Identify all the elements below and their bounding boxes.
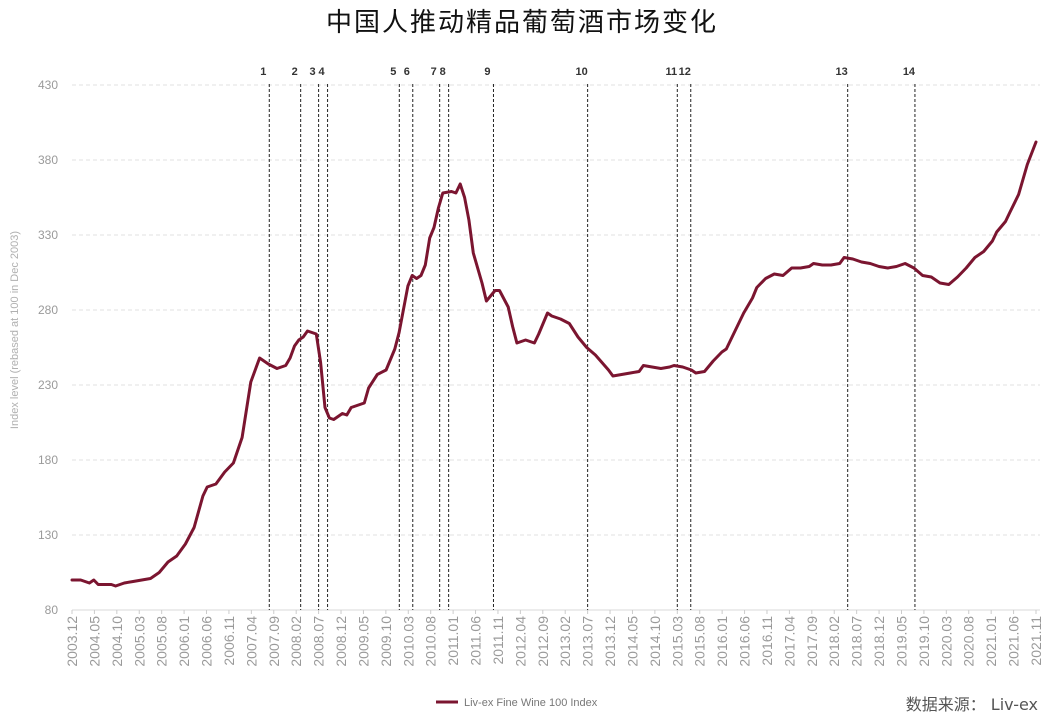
x-tick-label: 2020.08 bbox=[961, 616, 977, 667]
x-tick-label: 2014.05 bbox=[624, 616, 640, 667]
legend-label: Liv-ex Fine Wine 100 Index bbox=[464, 697, 598, 709]
event-label: 5 bbox=[390, 66, 396, 78]
x-tick-label: 2016.06 bbox=[737, 616, 753, 667]
event-label: 1 bbox=[260, 66, 266, 78]
x-tick-label: 2018.12 bbox=[871, 616, 887, 667]
x-tick-label: 2012.09 bbox=[535, 616, 551, 667]
x-tick-label: 2006.11 bbox=[221, 616, 237, 666]
x-tick-label: 2006.06 bbox=[199, 616, 215, 667]
x-tick-label: 2007.04 bbox=[243, 616, 259, 667]
x-tick-label: 2009.05 bbox=[355, 616, 371, 667]
x-tick-label: 2010.03 bbox=[400, 616, 416, 667]
series-layer bbox=[70, 140, 1038, 588]
x-tick-label: 2020.03 bbox=[938, 616, 954, 667]
event-label: 9 bbox=[484, 66, 490, 78]
event-label: 7 bbox=[431, 66, 437, 78]
axis-layer: 80 130 180 230 280 330 380 430 2003.12 2004.05 200… bbox=[38, 78, 1044, 667]
x-tick-label: 2017.04 bbox=[781, 616, 797, 667]
x-tick-label: 2018.02 bbox=[826, 616, 842, 667]
grid-layer bbox=[72, 84, 1040, 536]
y-tick-label: 180 bbox=[38, 453, 58, 467]
x-tick-label: 2015.03 bbox=[669, 616, 685, 667]
x-tick-label: 2011.11 bbox=[490, 616, 506, 665]
y-tick-label: 280 bbox=[38, 303, 58, 317]
event-label: 14 bbox=[903, 66, 916, 78]
x-tick-label: 2019.05 bbox=[893, 616, 909, 667]
x-tick-label: 2018.07 bbox=[849, 616, 865, 667]
source-note: 数据来源： Liv-ex bbox=[905, 695, 1038, 714]
x-tick-label: 2006.01 bbox=[176, 616, 192, 667]
x-tick-label: 2005.08 bbox=[154, 616, 170, 667]
x-tick-label: 2005.03 bbox=[131, 616, 147, 667]
y-tick-label: 230 bbox=[38, 378, 58, 392]
event-label: 3 bbox=[310, 66, 316, 78]
x-tick-label: 2013.12 bbox=[602, 616, 618, 667]
x-tick-label: 2011.01 bbox=[445, 616, 461, 666]
x-tick-label: 2014.10 bbox=[647, 616, 663, 667]
chart-title: 中国人推动精品葡萄酒市场变化 bbox=[325, 8, 718, 38]
y-axis-label: Index level (rebased at 100 in Dec 2003) bbox=[9, 231, 21, 429]
x-tick-label: 2008.12 bbox=[333, 616, 349, 667]
event-label: 2 bbox=[292, 66, 298, 78]
event-label: 11 bbox=[665, 66, 677, 78]
series-line-livex-fine-wine-100 bbox=[70, 140, 1038, 588]
event-label: 4 bbox=[319, 66, 326, 78]
x-tick-label: 2016.11 bbox=[759, 616, 775, 666]
x-tick-label: 2015.08 bbox=[692, 616, 708, 667]
x-tick-label: 2003.12 bbox=[64, 616, 80, 667]
event-layer: 1 2 3 4 5 6 7 8 9 10 11 12 13 14 bbox=[260, 66, 916, 610]
event-label: 8 bbox=[440, 66, 446, 78]
x-tick-label: 2013.02 bbox=[557, 616, 573, 667]
y-tick-label: 330 bbox=[38, 228, 58, 242]
y-tick-label: 430 bbox=[38, 78, 58, 92]
x-tick-label: 2021.06 bbox=[1006, 616, 1022, 667]
y-tick-label: 80 bbox=[45, 603, 59, 617]
x-tick-label: 2021.11 bbox=[1028, 616, 1044, 666]
x-tick-label: 2016.01 bbox=[714, 616, 730, 667]
x-tick-label: 2004.10 bbox=[109, 616, 125, 667]
x-tick-label: 2008.07 bbox=[311, 616, 327, 667]
x-tick-label: 2004.05 bbox=[86, 616, 102, 667]
y-tick-label: 380 bbox=[38, 153, 58, 167]
x-tick-label: 2019.10 bbox=[916, 616, 932, 667]
x-tick-label: 2013.07 bbox=[580, 616, 596, 667]
x-tick-label: 2007.09 bbox=[266, 616, 282, 667]
event-label: 12 bbox=[679, 66, 691, 78]
x-tick-label: 2011.06 bbox=[468, 616, 484, 666]
event-label: 13 bbox=[836, 66, 848, 78]
x-tick-label: 2008.02 bbox=[288, 616, 304, 667]
x-tick-label: 2012.04 bbox=[512, 616, 528, 667]
y-tick-label: 130 bbox=[38, 528, 58, 542]
x-tick-label: 2009.10 bbox=[378, 616, 394, 667]
x-tick-label: 2021.01 bbox=[983, 616, 999, 667]
event-label: 10 bbox=[576, 66, 588, 78]
x-tick-label: 2010.08 bbox=[423, 616, 439, 667]
legend: Liv-ex Fine Wine 100 Index bbox=[436, 697, 598, 709]
event-label: 6 bbox=[404, 66, 410, 78]
x-tick-label: 2017.09 bbox=[804, 616, 820, 667]
